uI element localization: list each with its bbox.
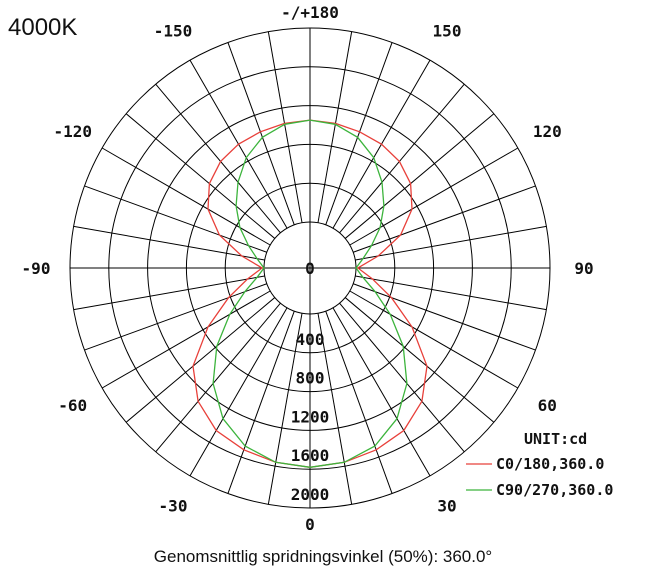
grid-spoke [84, 185, 267, 253]
radial-tick-label: 800 [296, 369, 325, 388]
grid-spoke [325, 311, 393, 494]
angle-label: -30 [159, 496, 188, 515]
grid-spoke [353, 283, 536, 351]
chart-title: 4000K [8, 14, 77, 41]
grid-spoke [155, 302, 281, 453]
angle-label: 120 [533, 122, 562, 141]
angle-label: -60 [58, 396, 87, 415]
legend: UNIT:cd C0/180,360.0 C90/270,360.0 [466, 430, 613, 499]
grid-spoke [344, 297, 495, 423]
angle-label: 60 [538, 396, 557, 415]
grid-spoke [339, 83, 465, 234]
legend-label-0: C0/180,360.0 [496, 455, 604, 473]
angle-label: -90 [22, 259, 51, 278]
grid-spoke [101, 147, 271, 246]
angle-label: -120 [53, 122, 92, 141]
grid-spoke [73, 275, 265, 311]
angle-label: 150 [433, 22, 462, 41]
grid-spoke [339, 302, 465, 453]
angle-label: -/+180 [281, 3, 339, 22]
unit-label: UNIT:cd [524, 430, 587, 448]
grid-spoke [349, 290, 519, 389]
angle-label: -150 [154, 22, 193, 41]
angle-label: 90 [574, 259, 593, 278]
grid-spoke [355, 225, 547, 261]
legend-label-1: C90/270,360.0 [496, 481, 613, 499]
grid-spoke [155, 83, 281, 234]
angle-label: 0 [305, 515, 315, 534]
grid-spoke [73, 225, 265, 261]
grid-spoke [355, 275, 547, 311]
grid-spoke [227, 42, 295, 225]
radial-tick-labels: 0 400 800 1200 1600 2000 [291, 259, 330, 504]
grid-spoke [317, 31, 353, 223]
radial-tick-label: 400 [296, 330, 325, 349]
grid-spoke [353, 185, 536, 253]
grid-spoke [125, 113, 276, 239]
radial-tick-label: 1200 [291, 407, 330, 426]
grid-spoke [227, 311, 295, 494]
grid-spoke [125, 297, 276, 423]
radial-tick-label: 0 [305, 259, 315, 278]
grid-spoke [267, 31, 303, 223]
angle-labels: -/+180 150 -150 120 -120 90 -90 60 -60 30 -30 0 [22, 3, 594, 534]
spread-angle-caption: Genomsnittlig spridningsvinkel (50%): 36… [154, 547, 492, 566]
grid-spoke [317, 313, 353, 505]
radial-tick-label: 1600 [291, 446, 330, 465]
series-group [192, 119, 428, 468]
polar-grid [69, 27, 551, 509]
grid-spoke [84, 283, 267, 351]
grid-spoke [325, 42, 393, 225]
angle-label: 30 [437, 496, 456, 515]
grid-spoke [349, 147, 519, 246]
grid-spoke [332, 307, 431, 477]
series-line-1 [212, 119, 408, 468]
grid-spoke [101, 290, 271, 389]
grid-spoke [189, 307, 288, 477]
grid-spoke [344, 113, 495, 239]
grid-spoke [267, 313, 303, 505]
radial-tick-label: 2000 [291, 485, 330, 504]
